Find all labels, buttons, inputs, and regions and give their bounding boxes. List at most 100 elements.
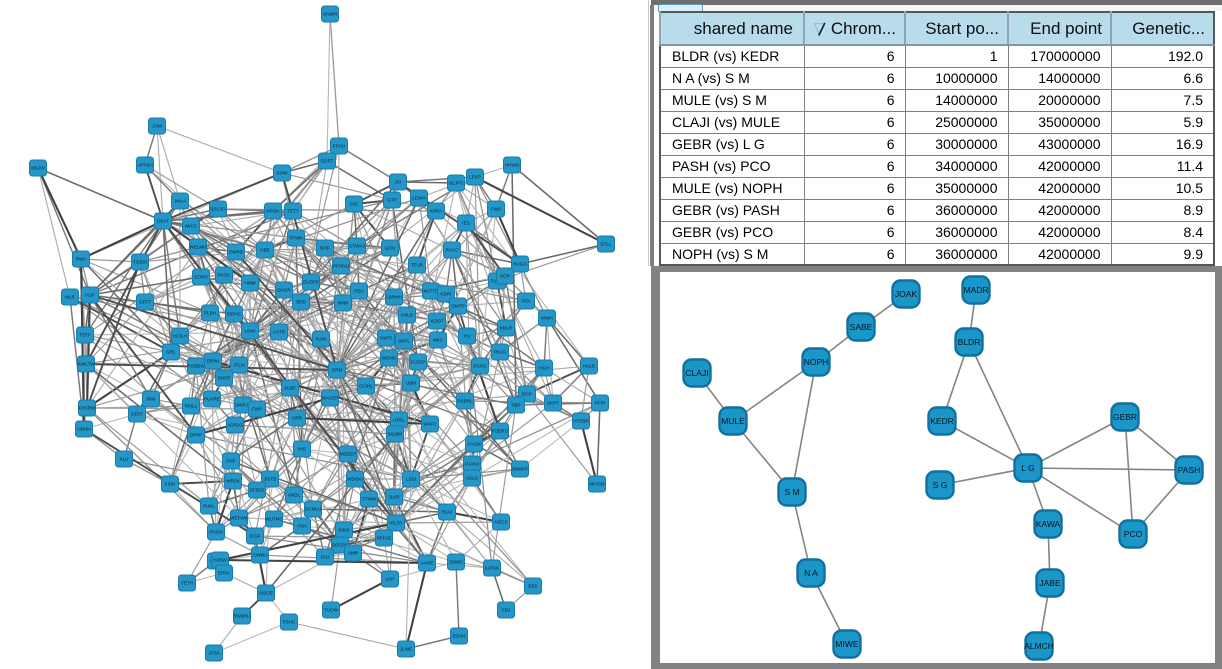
svg-text:HCILH: HCILH: [173, 334, 187, 339]
svg-text:FWU: FWU: [491, 207, 501, 212]
svg-text:PUARE: PUARE: [204, 397, 220, 402]
svg-text:KNFA: KNFA: [430, 209, 443, 214]
svg-text:EWRB: EWRB: [229, 250, 243, 255]
svg-text:SSCJG: SSCJG: [210, 207, 226, 212]
svg-text:WRSK: WRSK: [226, 479, 241, 484]
svg-text:UDHN: UDHN: [77, 427, 90, 432]
svg-text:PLBH: PLBH: [204, 311, 216, 316]
svg-text:ICGF: ICGF: [250, 534, 261, 539]
svg-text:FKOU: FKOU: [218, 273, 231, 278]
svg-text:IWCC: IWCC: [185, 224, 198, 229]
svg-text:DRWI: DRWI: [207, 359, 219, 364]
svg-text:JPSA: JPSA: [208, 651, 220, 656]
svg-text:MHICN: MHICN: [589, 482, 604, 487]
svg-text:WUTMC: WUTMC: [265, 517, 283, 522]
svg-text:MLTTD: MLTTD: [424, 289, 440, 294]
svg-text:DIU: DIU: [321, 555, 329, 560]
svg-text:TETH: TETH: [181, 581, 193, 586]
svg-text:WACEP: WACEP: [322, 396, 339, 401]
svg-text:JWLA: JWLA: [174, 199, 187, 204]
svg-text:NWTI: NWTI: [380, 336, 392, 341]
svg-text:UBM: UBM: [406, 381, 416, 386]
svg-text:MADR: MADR: [963, 285, 988, 295]
svg-text:FFHU: FFHU: [333, 144, 345, 149]
svg-text:FDJ: FDJ: [502, 608, 510, 613]
svg-text:FODRO: FODRO: [492, 429, 509, 434]
svg-text:SCR: SCR: [500, 274, 510, 279]
svg-text:RUIJ: RUIJ: [442, 510, 452, 515]
svg-text:CWMJ: CWMJ: [253, 553, 267, 558]
svg-text:UTWAJ: UTWAJ: [349, 244, 365, 249]
svg-text:FHCRW: FHCRW: [78, 406, 96, 411]
svg-text:NFFAE: NFFAE: [377, 536, 392, 541]
svg-text:SUBF: SUBF: [284, 386, 296, 391]
svg-text:PUKL: PUKL: [203, 504, 215, 509]
svg-text:PJANJ: PJANJ: [465, 462, 479, 467]
svg-text:LBRNH: LBRNH: [386, 295, 402, 300]
svg-text:FNP: FNP: [226, 459, 235, 464]
svg-text:AATR: AATR: [273, 330, 286, 335]
svg-text:DAGR: DAGR: [277, 288, 291, 293]
svg-text:PASH: PASH: [1178, 465, 1201, 475]
svg-text:HULE: HULE: [583, 364, 595, 369]
svg-text:KDRI: KDRI: [441, 292, 452, 297]
svg-text:PSBRL: PSBRL: [457, 399, 473, 404]
svg-text:TETT: TETT: [287, 209, 299, 214]
svg-text:KNLR: KNLR: [500, 326, 513, 331]
svg-text:FLSSP: FLSSP: [411, 360, 426, 365]
svg-text:HHWN: HHWN: [505, 163, 519, 168]
svg-text:EOAH: EOAH: [452, 634, 465, 639]
svg-text:KPOK: KPOK: [267, 209, 281, 214]
svg-text:MGEEP: MGEEP: [340, 452, 357, 457]
svg-text:RMLL: RMLL: [185, 404, 198, 409]
svg-text:KLU: KLU: [120, 457, 129, 462]
svg-text:TTWW: TTWW: [362, 497, 377, 502]
svg-text:SNTL: SNTL: [398, 339, 410, 344]
svg-text:WELMH: WELMH: [189, 245, 206, 250]
svg-text:ERFA: ERFA: [218, 571, 231, 576]
svg-text:JLNIE: JLNIE: [400, 647, 413, 652]
svg-text:WMLTW: WMLTW: [77, 362, 95, 367]
svg-text:ALMCH: ALMCH: [1024, 641, 1054, 651]
svg-text:N A: N A: [804, 568, 818, 578]
svg-text:LKP: LKP: [386, 577, 395, 582]
svg-text:PNGN: PNGN: [209, 530, 222, 535]
svg-text:SRD: SRD: [296, 300, 306, 305]
svg-text:PFRI: PFRI: [595, 401, 605, 406]
svg-text:JDWO: JDWO: [449, 560, 463, 565]
svg-text:GEFF: GEFF: [131, 412, 143, 417]
svg-text:UKPT: UKPT: [547, 401, 559, 406]
svg-text:NOPH: NOPH: [804, 357, 829, 367]
svg-text:OCMUJ: OCMUJ: [305, 507, 321, 512]
svg-text:RACC: RACC: [445, 248, 459, 253]
svg-text:DFBGI: DFBGI: [250, 488, 264, 493]
svg-text:LEWH: LEWH: [412, 196, 425, 201]
svg-text:IUPGK: IUPGK: [485, 566, 500, 571]
svg-text:TFUR: TFUR: [411, 263, 424, 268]
svg-text:AARE: AARE: [421, 561, 434, 566]
svg-text:BFIF: BFIF: [320, 246, 330, 251]
svg-text:FWP: FWP: [252, 407, 262, 412]
svg-text:SNMHF: SNMHF: [512, 467, 529, 472]
svg-text:NGCF: NGCF: [494, 520, 507, 525]
svg-text:EBS: EBS: [528, 584, 537, 589]
svg-text:JTLM: JTLM: [233, 363, 245, 368]
svg-text:MGNS: MGNS: [382, 356, 396, 361]
svg-text:HBE: HBE: [260, 248, 269, 253]
svg-text:RWWSJ: RWWSJ: [233, 614, 250, 619]
svg-text:SBP: SBP: [511, 403, 520, 408]
svg-text:PFHNU: PFHNU: [333, 264, 349, 269]
svg-text:IHJ: IHJ: [464, 334, 471, 339]
svg-text:KWJI: KWJI: [339, 528, 350, 533]
svg-text:MSJW: MSJW: [31, 166, 45, 171]
svg-text:AMR: AMR: [348, 551, 359, 556]
svg-text:JOAK: JOAK: [895, 289, 918, 299]
svg-text:MIWE: MIWE: [835, 639, 858, 649]
svg-text:DBAT: DBAT: [157, 219, 169, 224]
svg-text:LEKP: LEKP: [469, 175, 481, 180]
svg-text:TSTF: TSTF: [79, 333, 91, 338]
svg-text:OMTP: OMTP: [451, 304, 464, 309]
svg-text:WEFWK: WEFWK: [230, 516, 249, 521]
svg-text:HMM: HMM: [245, 281, 256, 286]
svg-text:TGBSI: TGBSI: [133, 260, 147, 265]
